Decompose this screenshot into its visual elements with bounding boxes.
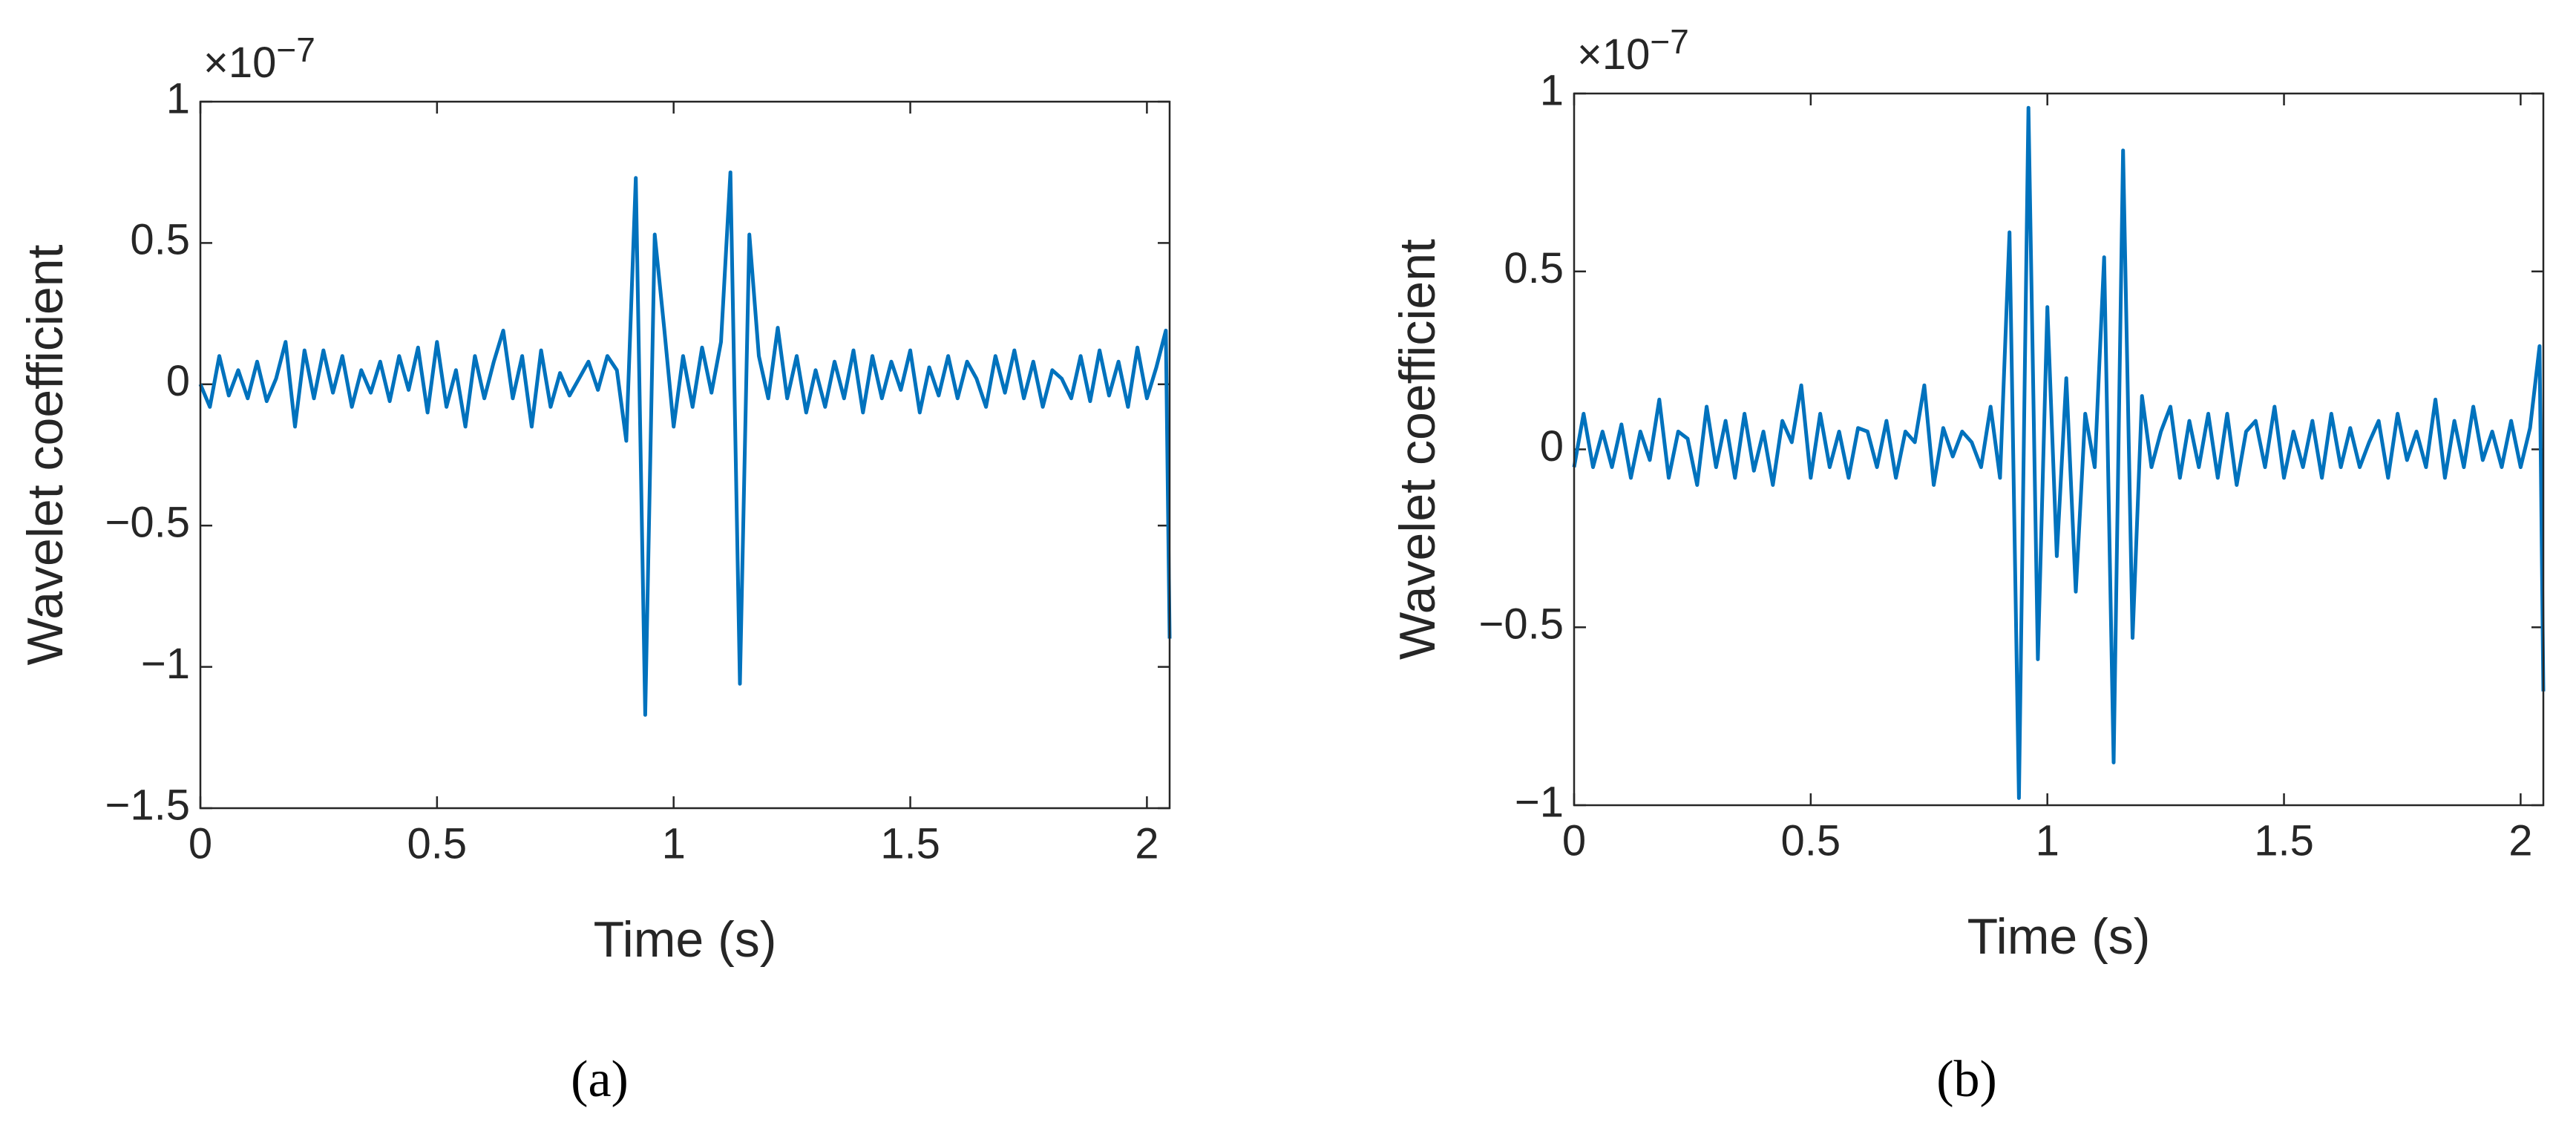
y-tick-label: 0.5 — [130, 216, 190, 264]
x-tick-label: 1.5 — [2254, 816, 2314, 865]
panel-label: (a) — [571, 1051, 629, 1108]
x-tick-label: 2 — [2508, 816, 2532, 865]
chart-panel: −1 −0.5 0 0.5 1 0 0.5 1 1.5 2 ×10−7 Time (s) Wavelet… — [1389, 22, 2546, 1108]
y-multiplier-base: ×10 — [1577, 30, 1650, 79]
y-axis-label: Wavelet coefficient — [17, 244, 73, 665]
x-tick-label: 1 — [662, 819, 686, 868]
y-multiplier-base: ×10 — [203, 39, 276, 87]
y-tick-label: −1.5 — [105, 781, 191, 829]
data-line — [198, 170, 1172, 717]
y-axis-label: Wavelet coefficient — [1389, 239, 1446, 660]
y-tick-label: 0 — [166, 357, 190, 405]
y-tick-label: −0.5 — [105, 499, 191, 547]
y-tick-label: 1 — [1540, 66, 1564, 114]
panel-label: (b) — [1936, 1051, 1997, 1108]
data-line — [1572, 105, 2546, 800]
y-multiplier-exponent: −7 — [276, 30, 315, 69]
axes-box — [199, 100, 1171, 810]
y-tick-label: 0.5 — [1504, 244, 1564, 292]
axes-box — [1573, 92, 2545, 807]
y-tick-label: −0.5 — [1479, 600, 1564, 649]
x-tick-label: 1 — [2036, 816, 2059, 865]
x-axis-label: Time (s) — [1967, 908, 2151, 965]
x-tick-label: 0 — [1562, 816, 1586, 865]
y-tick-label: −1 — [141, 640, 190, 688]
y-multiplier-exponent: −7 — [1650, 22, 1688, 61]
y-tick-label: 1 — [166, 74, 190, 122]
y-multiplier: ×10−7 — [203, 30, 315, 87]
x-tick-label: 2 — [1135, 819, 1158, 868]
x-tick-label: 1.5 — [880, 819, 940, 868]
x-tick-label: 0.5 — [1781, 816, 1841, 865]
x-axis-label: Time (s) — [594, 911, 777, 968]
x-tick-label: 0 — [189, 819, 212, 868]
y-tick-label: −1 — [1515, 778, 1564, 826]
chart-panel: −1.5 −1 −0.5 0 0.5 1 0 0.5 1 1.5 2 ×10−7 Time (s) Wav… — [17, 30, 1172, 1108]
x-tick-label: 0.5 — [407, 819, 468, 868]
y-tick-label: 0 — [1540, 422, 1564, 471]
y-multiplier: ×10−7 — [1577, 22, 1689, 79]
